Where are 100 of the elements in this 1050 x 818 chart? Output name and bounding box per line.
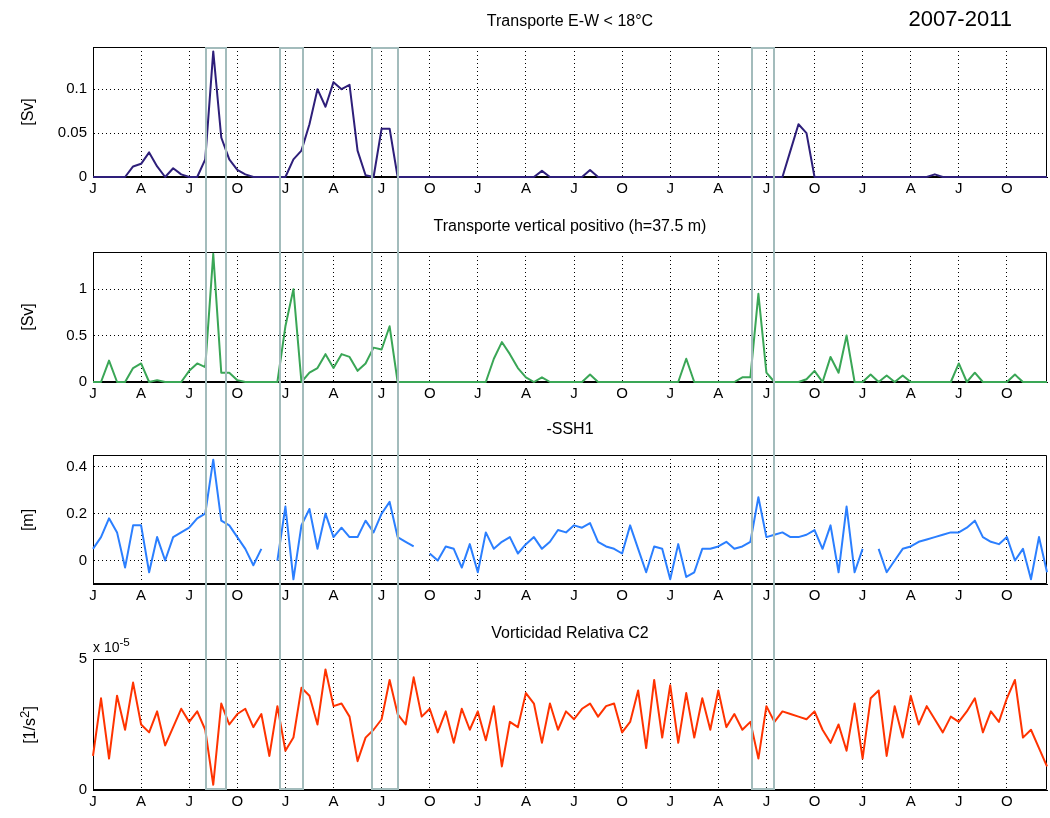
chart-title: Transporte vertical positivo (h=37.5 m): [433, 217, 707, 235]
x-tick-label: A: [328, 586, 339, 604]
x-tick-label: J: [666, 792, 674, 810]
y-tick-label: 0.4: [66, 456, 87, 474]
y-axis-title: [Sv]: [19, 98, 37, 126]
x-tick-label: J: [281, 586, 290, 604]
y-tick-label: 0: [78, 167, 87, 185]
x-tick-label: J: [570, 384, 578, 402]
chart-title: -SSH1: [546, 420, 594, 438]
x-tick-label: A: [520, 384, 531, 402]
x-tick-label: O: [423, 384, 436, 402]
x-tick-label: J: [89, 586, 97, 604]
x-tick-label: A: [328, 792, 339, 810]
x-tick-label: J: [185, 586, 193, 604]
y-tick-label: 0.5: [66, 325, 87, 343]
x-tick-label: O: [423, 586, 436, 604]
x-tick-label: A: [520, 586, 531, 604]
x-tick-label: O: [808, 179, 821, 197]
y-axis-title: [m]: [19, 508, 37, 531]
x-tick-label: O: [231, 586, 244, 604]
x-tick-label: O: [1001, 179, 1013, 197]
x-tick-label: J: [474, 792, 482, 810]
y-tick-label: 0: [78, 780, 87, 798]
x-tick-label: J: [666, 586, 674, 604]
x-tick-label: J: [955, 179, 963, 197]
y-tick-label: 1: [78, 279, 87, 297]
chart-title: Transporte E-W < 18°C: [486, 12, 654, 30]
x-tick-label: A: [520, 179, 531, 197]
x-tick-label: J: [281, 179, 290, 197]
x-tick-label: O: [231, 792, 244, 810]
x-tick-label: J: [89, 384, 97, 402]
x-tick-label: A: [713, 586, 724, 604]
x-tick-label: A: [905, 179, 916, 197]
x-tick-label: A: [905, 586, 916, 604]
text: 2007-2011: [908, 6, 1012, 32]
x-tick-label: O: [231, 179, 244, 197]
x-tick-label: J: [666, 384, 674, 402]
x-tick-label: O: [616, 384, 628, 402]
x-tick-label: J: [474, 384, 482, 402]
x-tick-label: J: [570, 179, 578, 197]
x-tick-label: A: [713, 384, 724, 402]
x-tick-label: J: [281, 384, 290, 402]
x-tick-label: O: [423, 792, 436, 810]
x-tick-label: J: [762, 586, 771, 604]
x-tick-label: J: [762, 384, 771, 402]
x-tick-label: J: [762, 792, 771, 810]
x-tick-label: A: [905, 384, 916, 402]
x-tick-label: A: [328, 384, 339, 402]
x-tick-label: J: [955, 384, 963, 402]
x-tick-label: A: [136, 384, 147, 402]
x-tick-label: O: [616, 586, 628, 604]
chart-title: Vorticidad Relativa C2: [491, 624, 649, 642]
x-tick-label: A: [520, 792, 531, 810]
x-tick-label: J: [570, 792, 578, 810]
x-tick-label: J: [377, 384, 386, 402]
x-tick-label: A: [713, 179, 724, 197]
x-tick-label: J: [474, 179, 482, 197]
x-tick-label: J: [89, 179, 97, 197]
x-tick-label: J: [570, 586, 578, 604]
x-tick-label: A: [136, 586, 147, 604]
x-tick-label: J: [377, 179, 386, 197]
x-tick-label: A: [905, 792, 916, 810]
x-tick-label: J: [858, 384, 867, 402]
x-tick-label: O: [808, 384, 821, 402]
x-tick-label: O: [808, 586, 821, 604]
x-tick-label: J: [185, 179, 193, 197]
x-tick-label: O: [1001, 586, 1013, 604]
y-tick-label: 0: [78, 372, 87, 390]
x-tick-label: J: [955, 792, 963, 810]
x-tick-label: J: [858, 792, 867, 810]
y-tick-label: 0.05: [57, 123, 87, 141]
y-axis-title: [Sv]: [19, 303, 37, 331]
x-tick-label: J: [89, 792, 97, 810]
x-tick-label: J: [955, 586, 963, 604]
x-tick-label: O: [423, 179, 436, 197]
y-tick-label: 0.2: [66, 503, 87, 521]
x-tick-label: J: [474, 586, 482, 604]
y-tick-label: 5: [78, 649, 87, 667]
x-tick-label: J: [377, 586, 386, 604]
x-tick-label: J: [185, 384, 193, 402]
x-tick-label: O: [616, 792, 628, 810]
x-tick-label: J: [281, 792, 290, 810]
x-tick-label: J: [666, 179, 674, 197]
x-tick-label: O: [808, 792, 821, 810]
y-tick-label: 0.1: [66, 79, 87, 97]
x-tick-label: O: [1001, 384, 1013, 402]
x-tick-label: O: [1001, 792, 1013, 810]
x-tick-label: A: [136, 179, 147, 197]
y-tick-label: 0: [78, 550, 87, 568]
x-tick-label: A: [136, 792, 147, 810]
x-tick-label: O: [616, 179, 628, 197]
x-tick-label: J: [858, 586, 867, 604]
x-tick-label: A: [328, 179, 339, 197]
text: x 10$^{-5}$: [93, 635, 130, 655]
x-tick-label: J: [377, 792, 386, 810]
x-tick-label: O: [231, 384, 244, 402]
x-tick-label: J: [185, 792, 193, 810]
x-tick-label: J: [858, 179, 867, 197]
x-tick-label: J: [762, 179, 771, 197]
x-tick-label: A: [713, 792, 724, 810]
